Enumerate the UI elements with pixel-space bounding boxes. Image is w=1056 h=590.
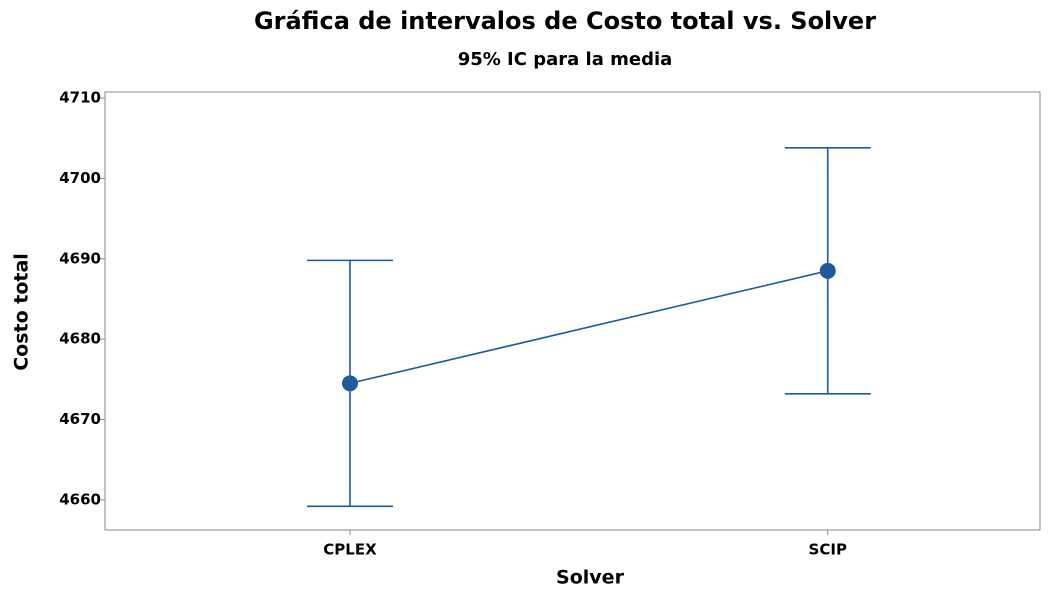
mean-line: [349, 270, 828, 385]
chart-title: Gráfica de intervalos de Costo total vs.…: [254, 7, 876, 35]
x-axis-label: Solver: [556, 567, 625, 589]
y-tick-label: 4690: [59, 249, 101, 267]
mean-point: [341, 375, 358, 392]
x-tick-label: CPLEX: [323, 541, 377, 559]
y-tick-label: 4710: [59, 89, 101, 107]
y-tick-label: 4700: [59, 169, 101, 187]
x-tick-label: SCIP: [809, 541, 847, 559]
y-tick-label: 4680: [59, 330, 101, 348]
y-tick-label: 4660: [59, 490, 101, 508]
chart-subtitle: 95% IC para la media: [458, 49, 673, 70]
mean-point: [819, 262, 836, 279]
y-axis-label: Costo total: [11, 253, 33, 371]
plot-frame: [104, 91, 1041, 531]
y-tick-label: 4670: [59, 410, 101, 428]
